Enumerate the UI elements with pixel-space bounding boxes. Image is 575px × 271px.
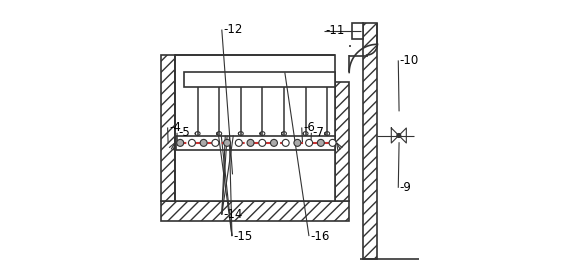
Text: -10: -10 bbox=[400, 54, 419, 67]
Text: -11: -11 bbox=[325, 24, 344, 37]
Circle shape bbox=[200, 139, 207, 146]
Circle shape bbox=[306, 139, 313, 146]
Text: -5: -5 bbox=[178, 126, 190, 139]
Text: -6: -6 bbox=[303, 121, 315, 134]
Bar bbox=[335, 82, 349, 201]
Circle shape bbox=[270, 139, 278, 146]
Text: -15: -15 bbox=[233, 230, 252, 243]
Circle shape bbox=[317, 139, 324, 146]
Text: -14: -14 bbox=[223, 208, 243, 221]
Bar bbox=[162, 55, 175, 201]
Circle shape bbox=[224, 139, 231, 146]
Bar bbox=[175, 55, 335, 201]
Bar bbox=[352, 23, 363, 39]
Circle shape bbox=[397, 134, 401, 137]
Text: -9: -9 bbox=[400, 181, 412, 194]
Bar bbox=[162, 201, 349, 221]
Circle shape bbox=[247, 139, 254, 146]
Circle shape bbox=[212, 139, 219, 146]
Text: -12: -12 bbox=[223, 23, 243, 36]
Bar bbox=[184, 72, 335, 87]
Circle shape bbox=[177, 139, 183, 146]
Circle shape bbox=[282, 139, 289, 146]
Circle shape bbox=[329, 139, 336, 146]
Circle shape bbox=[235, 139, 242, 146]
Text: -7: -7 bbox=[313, 126, 325, 139]
Text: -4: -4 bbox=[169, 121, 181, 134]
Text: -16: -16 bbox=[310, 230, 329, 243]
Circle shape bbox=[259, 139, 266, 146]
Circle shape bbox=[189, 139, 196, 146]
Bar bbox=[176, 136, 335, 150]
Bar bbox=[363, 23, 377, 259]
Circle shape bbox=[294, 139, 301, 146]
